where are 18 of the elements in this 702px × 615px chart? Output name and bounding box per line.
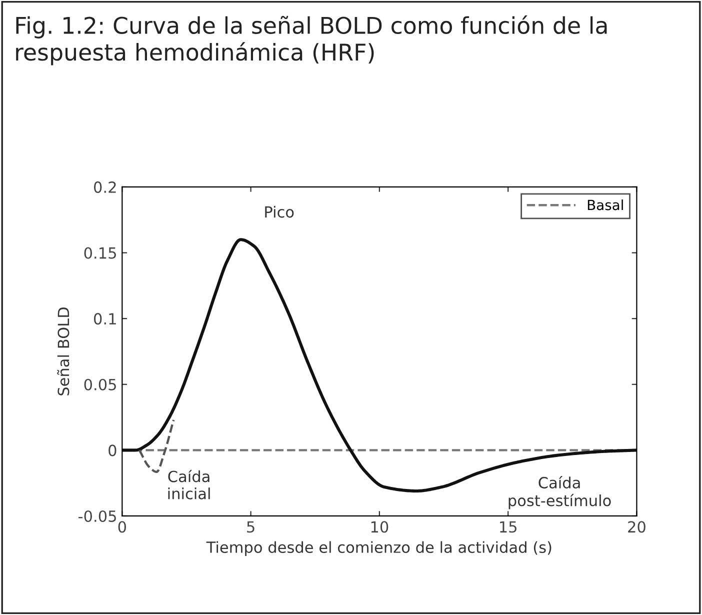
legend-label: Basal	[588, 199, 623, 210]
y-tick-label: -0.05	[78, 510, 116, 522]
y-tick-label: 0.15	[84, 247, 116, 259]
x-tick-label: 15	[500, 521, 516, 533]
annotation: Caída inicial	[168, 470, 210, 500]
chart-title: Fig. 1.2: Curva de la señal BOLD como función de la respuesta hemodinámica (HRF)	[16, 15, 607, 66]
x-tick-label: 20	[628, 521, 646, 533]
x-tick-label: 5	[247, 521, 254, 533]
y-tick-label: 0	[108, 444, 116, 456]
y-tick-label: 0.1	[94, 313, 116, 325]
y-axis-title: Señal BOLD	[57, 308, 70, 396]
x-axis-title: Tiempo desde el comienzo de la actividad (s)	[206, 541, 552, 556]
y-tick-label: 0.2	[94, 181, 116, 193]
annotation: Caída post-estímulo	[508, 476, 611, 510]
x-tick-label: 0	[118, 521, 126, 533]
y-tick-label: 0.05	[84, 378, 116, 390]
annotation: Pico	[265, 206, 294, 218]
x-tick-label: 10	[371, 521, 388, 533]
